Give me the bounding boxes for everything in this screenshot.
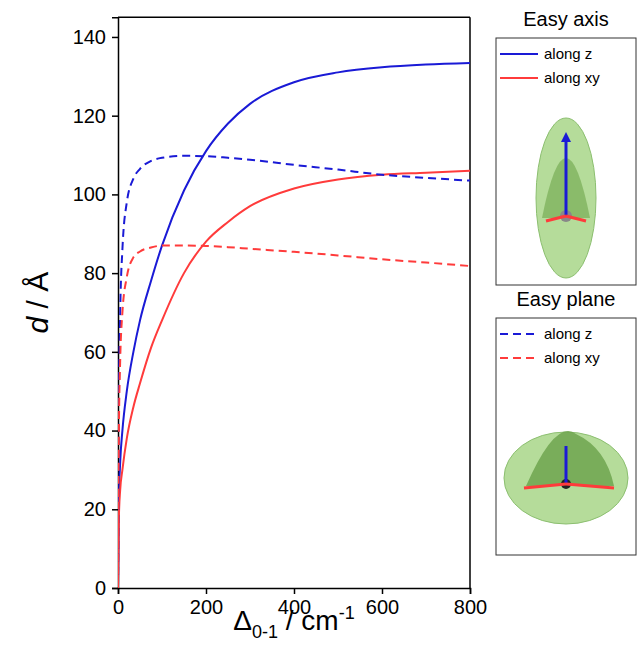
legend-label: along xy [544, 69, 600, 86]
y-tick: 40 [84, 419, 118, 441]
y-tick: 100 [73, 183, 118, 205]
y-tick: 20 [84, 498, 118, 520]
legend-swatch [500, 53, 538, 55]
y-tick-mark [112, 37, 118, 39]
y-tick-mark [112, 352, 118, 354]
legend-box [496, 38, 636, 285]
axis-arrow [524, 484, 566, 488]
x-tick: 600 [366, 588, 399, 618]
x-tick: 800 [454, 588, 487, 618]
legend-label: along xy [544, 349, 600, 366]
legend-swatch [500, 77, 538, 79]
arrow-head [561, 132, 571, 142]
chart-container: 0200400600800020406080100120140d / ÅΔ0-1… [0, 0, 640, 659]
x-tick-label: 600 [366, 596, 399, 618]
x-tick-mark [470, 588, 472, 594]
series-line [118, 156, 470, 588]
legend-title: Easy plane [517, 288, 616, 310]
series-line [118, 246, 470, 588]
lines [118, 63, 470, 588]
y-tick-label: 100 [73, 183, 106, 205]
y-tick-label: 60 [84, 341, 106, 363]
axis-arrow [565, 446, 568, 484]
y-tick-label: 140 [73, 26, 106, 48]
y-tick: 0 [95, 577, 118, 599]
legend-label: along z [544, 325, 592, 342]
legend-illustration [504, 431, 628, 524]
legend-swatch [500, 357, 538, 359]
frame-top [118, 17, 470, 19]
chart-svg: 0200400600800020406080100120140d / ÅΔ0-1… [0, 0, 640, 659]
axis-arrow [565, 136, 568, 216]
axis-arrow [566, 484, 614, 488]
y-tick-mark [112, 430, 118, 432]
x-tick-label: 800 [454, 596, 487, 618]
x-tick-mark [294, 588, 296, 594]
x-axis-title: Δ0-1 / cm-1 [233, 603, 354, 642]
legend-panel: Easy axis along z along xy [496, 8, 636, 285]
legend-label: along z [544, 45, 592, 62]
x-tick: 0 [113, 588, 124, 618]
y-tick-mark [112, 194, 118, 196]
x-tick-label: 200 [190, 596, 223, 618]
legend-title: Easy axis [523, 8, 609, 30]
y-tick: 60 [84, 341, 118, 363]
series-line [118, 63, 470, 588]
y-axis-line [112, 18, 119, 589]
axis-arrow [546, 216, 566, 221]
legend-panel: Easy plane along z along xy [496, 288, 636, 555]
y-tick: 120 [73, 105, 118, 127]
legend-box [496, 318, 636, 555]
x-axis-title-part: -1 [339, 603, 355, 623]
y-tick-mark [112, 273, 118, 275]
y-tick-mark [112, 509, 118, 511]
ellipsoid [536, 118, 596, 278]
frame-right [469, 17, 471, 588]
y-tick-mark [112, 588, 118, 590]
x-axis-title-part: 0-1 [252, 622, 278, 642]
y-axis: 0 20 40 60 80 100 120 140 [73, 18, 119, 599]
y-tick-label: 80 [84, 262, 106, 284]
x-tick-mark [206, 588, 208, 594]
y-tick-mark [112, 115, 118, 117]
x-tick-label: 0 [113, 596, 124, 618]
x-tick: 200 [190, 588, 223, 618]
y-tick-label: 20 [84, 498, 106, 520]
x-axis-title-part: / cm [278, 605, 339, 636]
legend-illustration [536, 118, 596, 278]
x-tick-mark [382, 588, 384, 594]
y-axis-title-part: / Å [21, 272, 54, 317]
y-tick: 80 [84, 262, 118, 284]
y-axis-title-part: d [21, 315, 54, 333]
y-tick: 140 [73, 26, 118, 48]
y-axis-title: d / Å [21, 272, 54, 334]
ellipsoid-cut [526, 431, 614, 486]
y-tick-label: 0 [95, 577, 106, 599]
legend-swatch [500, 333, 538, 335]
y-tick-label: 40 [84, 419, 106, 441]
y-tick-label: 120 [73, 105, 106, 127]
x-axis-title-part: Δ [233, 605, 252, 636]
axis-arrow [566, 216, 586, 221]
x-axis-line [119, 589, 471, 595]
series-line [118, 171, 470, 588]
